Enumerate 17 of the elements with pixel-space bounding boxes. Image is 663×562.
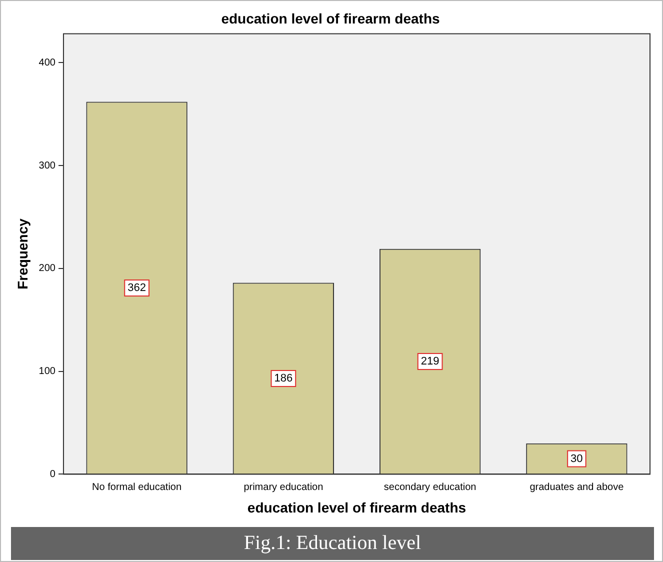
data-label: 186 (274, 372, 293, 385)
x-tick-label: graduates and above (530, 482, 624, 493)
chart-title: education level of firearm deaths (221, 10, 440, 26)
data-label: 30 (570, 452, 583, 465)
y-tick-label: 200 (38, 263, 56, 274)
y-axis-title: Frequency (14, 218, 30, 290)
data-label: 219 (420, 356, 440, 368)
y-tick-label: 300 (38, 160, 56, 172)
x-axis-title: education level of firearm deaths (247, 499, 466, 516)
x-tick-label: secondary education (384, 482, 476, 493)
data-label: 362 (128, 282, 146, 294)
caption: Fig.1: Education level (11, 527, 654, 560)
x-tick-label: primary education (244, 482, 324, 493)
x-tick-label: No formal education (92, 482, 182, 493)
y-tick-label: 100 (38, 366, 56, 378)
y-tick-label: 0 (50, 468, 56, 480)
y-tick-label: 400 (38, 57, 56, 68)
